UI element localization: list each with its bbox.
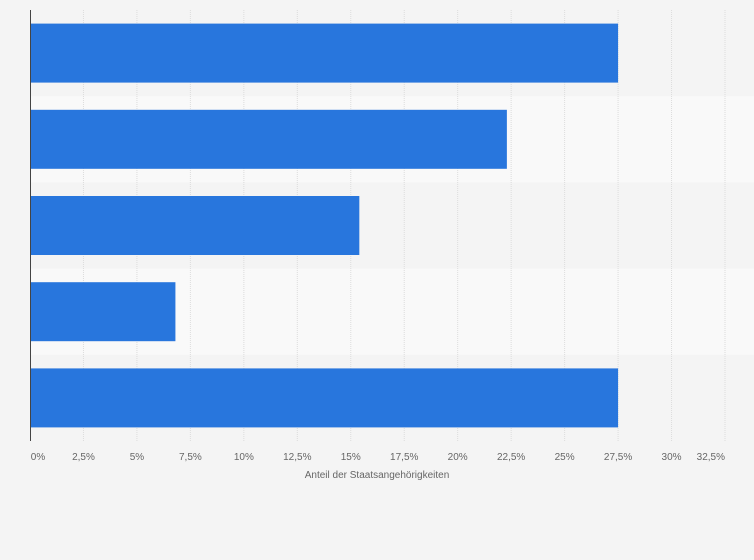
- x-tick-label: 2,5%: [72, 452, 95, 463]
- x-tick-label: 22,5%: [497, 452, 525, 463]
- bar[interactable]: [30, 196, 360, 255]
- x-tick-label: 25%: [555, 452, 575, 463]
- x-tick-label: 7,5%: [179, 452, 202, 463]
- x-tick-label: 5%: [130, 452, 145, 463]
- x-tick-label: 27,5%: [604, 452, 632, 463]
- x-tick-label: 17,5%: [390, 452, 418, 463]
- bar[interactable]: [30, 109, 507, 169]
- bar[interactable]: [30, 368, 619, 428]
- bar[interactable]: [30, 282, 176, 342]
- x-tick-label: 15%: [341, 452, 361, 463]
- bar[interactable]: [30, 23, 619, 83]
- x-tick-label: 20%: [448, 452, 468, 463]
- x-tick-label: 30%: [662, 452, 682, 463]
- x-tick-label: 0%: [31, 452, 46, 463]
- x-axis: 0% 2,5% 5% 7,5% 10% 12,5% 15% 17,5% 20% 22,5% 25% 2…: [30, 10, 725, 463]
- bars: [30, 23, 619, 428]
- x-tick-label: 12,5%: [283, 452, 311, 463]
- x-axis-title: Anteil der Staatsangehörigkeiten: [305, 470, 450, 481]
- x-tick-label: 32,5%: [697, 452, 725, 463]
- x-tick-label: 10%: [234, 452, 254, 463]
